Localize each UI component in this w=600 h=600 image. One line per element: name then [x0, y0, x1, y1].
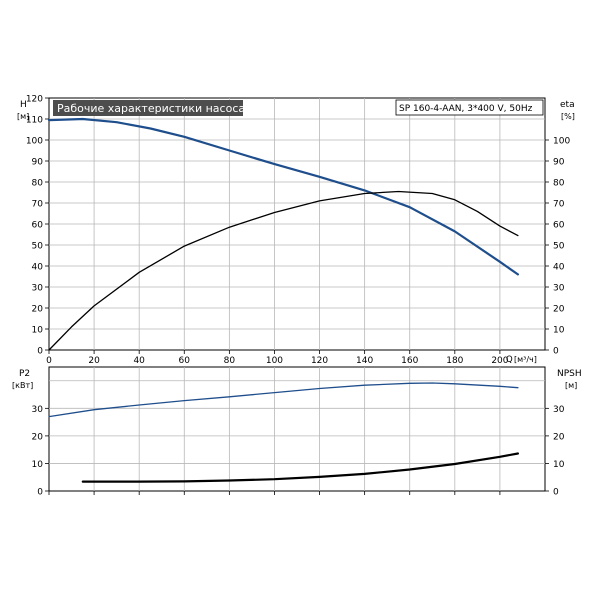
- y2-axis-label-eta: eta: [560, 100, 575, 110]
- upper-y-tick-label: 20: [32, 305, 44, 315]
- lower-y2-tick-label: 10: [553, 460, 565, 470]
- upper-y2-tick-label: 80: [553, 179, 565, 189]
- x-axis-unit-q: [м³/ч]: [514, 355, 537, 364]
- upper-y-tick-label: 110: [26, 116, 43, 126]
- upper-y-tick-label: 100: [26, 137, 43, 147]
- lower-y2-tick-label: 30: [553, 405, 565, 415]
- upper-panel: 0 10 20 30 40 50 60 70 80 90 100 110 120 0 10 20 30 40 50 6…: [17, 95, 575, 367]
- y2-axis-label-npsh: NPSH: [557, 369, 582, 379]
- y2-axis-unit-eta: [%]: [561, 112, 575, 121]
- model-label-box: [395, 99, 544, 116]
- x-tick-label: 180: [446, 356, 463, 366]
- y-axis-unit-h: [м]: [17, 112, 29, 121]
- x-tick-label: 60: [179, 356, 191, 366]
- y2-axis-unit-npsh: [м]: [565, 381, 577, 390]
- eta-curve: [48, 190, 519, 351]
- npsh-curve: [81, 452, 519, 483]
- x-tick-label: 0: [46, 356, 52, 366]
- x-tick-label: 140: [356, 356, 373, 366]
- upper-y-tick-label: 40: [32, 263, 44, 273]
- lower-series: [48, 382, 519, 483]
- upper-tick-labels: 0 10 20 30 40 50 60 70 80 90 100 110 120 0 10 20 30 40 50 6…: [26, 95, 571, 367]
- lower-y-tick-label: 10: [32, 460, 44, 470]
- upper-y-tick-label: 90: [32, 158, 44, 168]
- upper-y-tick-label: 60: [32, 221, 44, 231]
- upper-y2-tick-label: 40: [553, 263, 565, 273]
- upper-y2-tick-label: 0: [553, 347, 559, 357]
- x-tick-label: 200: [491, 356, 508, 366]
- upper-series: [47, 117, 519, 351]
- y-axis-unit-p2: [кВт]: [12, 381, 33, 390]
- x-tick-label: 80: [224, 356, 236, 366]
- lower-panel: 0 10 20 30 0 10 20 30 P2 [кВт] NPSH [м]: [12, 366, 582, 498]
- x-tick-label: 160: [401, 356, 418, 366]
- lower-tick-labels: 0 10 20 30 0 10 20 30: [32, 405, 565, 498]
- upper-y-tick-label: 70: [32, 200, 44, 210]
- x-tick-label: 40: [133, 356, 145, 366]
- upper-y-tick-label: 30: [32, 284, 44, 294]
- upper-y2-tick-label: 100: [553, 137, 570, 147]
- y-axis-label-h: H: [20, 100, 27, 110]
- x-tick-label: 120: [311, 356, 328, 366]
- x-tick-label: 20: [88, 356, 100, 366]
- upper-y2-tick-label: 90: [553, 158, 565, 168]
- upper-y2-tick-label: 60: [553, 221, 565, 231]
- model-label: SP 160-4-AAN, 3*400 V, 50Hz: [399, 104, 533, 114]
- y-axis-label-p2: P2: [19, 369, 30, 379]
- upper-y-tick-label: 80: [32, 179, 44, 189]
- lower-y2-tick-label: 20: [553, 432, 565, 442]
- upper-y2-tick-label: 20: [553, 305, 565, 315]
- lower-plot-frame: [48, 366, 546, 492]
- lower-grid: [49, 367, 545, 491]
- upper-y2-tick-label: 50: [553, 242, 565, 252]
- upper-y2-tick-label: 30: [553, 284, 565, 294]
- chart-title: Рабочие характеристики насоса: [57, 102, 245, 115]
- lower-y-tick-label: 20: [32, 432, 44, 442]
- x-tick-label: 100: [266, 356, 283, 366]
- upper-y2-tick-label: 10: [553, 326, 565, 336]
- head-curve: [47, 117, 519, 276]
- upper-y-tick-label: 50: [32, 242, 44, 252]
- lower-y-tick-label: 0: [37, 488, 43, 498]
- lower-y2-tick-label: 0: [553, 488, 559, 498]
- x-axis-label-q: Q: [506, 355, 513, 365]
- upper-y-tick-label: 10: [32, 326, 44, 336]
- lower-y-tick-label: 30: [32, 405, 44, 415]
- upper-y-tick-label: 0: [37, 347, 43, 357]
- upper-y-tick-label: 120: [26, 95, 43, 105]
- chart-title-box: [53, 100, 243, 116]
- upper-y2-tick-label: 70: [553, 200, 565, 210]
- p2-curve: [48, 382, 519, 418]
